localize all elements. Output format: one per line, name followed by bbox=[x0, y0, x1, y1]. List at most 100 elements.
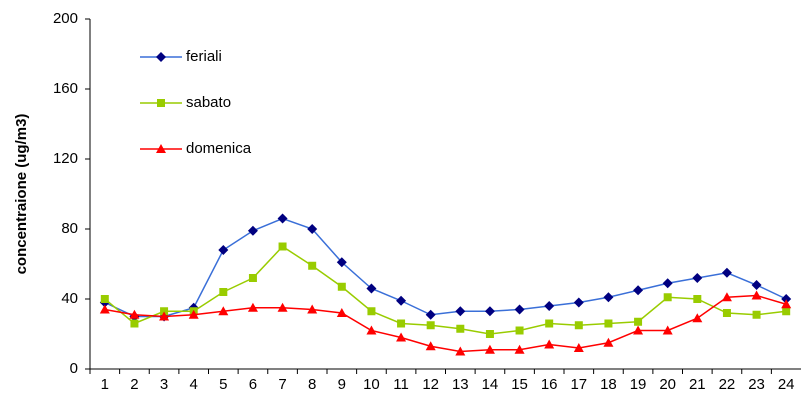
marker bbox=[662, 325, 673, 335]
marker bbox=[603, 337, 614, 347]
marker bbox=[455, 306, 466, 317]
x-tick-label: 10 bbox=[363, 376, 380, 393]
marker bbox=[573, 343, 584, 352]
marker bbox=[308, 261, 317, 270]
legend-label: domenica bbox=[186, 140, 252, 157]
marker bbox=[514, 344, 525, 354]
marker bbox=[781, 299, 792, 309]
marker bbox=[425, 309, 436, 320]
legend-marker bbox=[156, 52, 166, 62]
x-tick-label: 17 bbox=[570, 376, 587, 393]
x-tick-label: 5 bbox=[219, 376, 227, 393]
marker bbox=[336, 257, 347, 268]
marker bbox=[99, 304, 110, 314]
x-tick-label: 12 bbox=[422, 376, 439, 393]
marker bbox=[544, 301, 555, 311]
marker bbox=[130, 319, 139, 328]
x-tick-label: 4 bbox=[190, 376, 198, 393]
marker bbox=[277, 302, 288, 312]
x-tick-label: 16 bbox=[541, 376, 558, 393]
x-tick-label: 20 bbox=[659, 376, 676, 393]
marker bbox=[396, 332, 407, 342]
marker bbox=[604, 319, 613, 328]
marker bbox=[692, 273, 703, 283]
marker bbox=[692, 313, 703, 323]
marker bbox=[159, 311, 170, 321]
marker bbox=[515, 326, 524, 335]
x-tick-label: 2 bbox=[130, 376, 138, 393]
marker bbox=[455, 346, 466, 356]
marker bbox=[248, 274, 257, 282]
marker bbox=[100, 295, 109, 303]
legend-label: sabato bbox=[186, 94, 231, 111]
marker bbox=[574, 321, 583, 330]
marker bbox=[752, 310, 761, 319]
marker bbox=[160, 307, 169, 316]
marker bbox=[633, 325, 644, 335]
marker bbox=[336, 308, 347, 317]
x-tick-label: 23 bbox=[748, 376, 765, 393]
marker bbox=[218, 245, 229, 255]
series-line bbox=[104, 245, 787, 335]
marker bbox=[721, 292, 732, 302]
x-tick-label: 1 bbox=[101, 376, 109, 393]
marker bbox=[633, 285, 644, 296]
x-tick-label: 21 bbox=[689, 376, 706, 393]
marker bbox=[247, 302, 258, 312]
legend-label: feriali bbox=[186, 48, 222, 65]
x-tick-label: 6 bbox=[249, 376, 257, 393]
marker bbox=[751, 290, 762, 300]
marker bbox=[514, 304, 525, 315]
marker bbox=[781, 294, 792, 304]
marker bbox=[545, 319, 554, 328]
marker bbox=[307, 304, 318, 314]
y-tick-label: 0 bbox=[70, 360, 78, 377]
x-tick-label: 9 bbox=[338, 376, 346, 393]
x-tick-label: 13 bbox=[452, 376, 469, 393]
marker bbox=[366, 325, 377, 335]
x-tick-label: 22 bbox=[719, 376, 736, 393]
marker bbox=[278, 242, 287, 251]
marker bbox=[307, 224, 318, 234]
marker bbox=[603, 292, 614, 303]
marker bbox=[366, 283, 377, 294]
marker bbox=[484, 344, 495, 354]
x-tick-label: 14 bbox=[482, 376, 499, 393]
marker bbox=[188, 309, 199, 319]
marker bbox=[721, 267, 732, 278]
x-tick-label: 8 bbox=[308, 376, 316, 393]
marker bbox=[218, 306, 229, 316]
marker bbox=[337, 282, 346, 291]
x-tick-label: 11 bbox=[393, 376, 409, 393]
x-tick-label: 24 bbox=[778, 376, 795, 393]
y-tick-label: 80 bbox=[61, 220, 78, 237]
marker bbox=[693, 295, 702, 303]
marker bbox=[397, 319, 406, 328]
x-tick-label: 3 bbox=[160, 376, 168, 393]
y-tick-label: 120 bbox=[53, 150, 78, 167]
marker bbox=[396, 295, 407, 306]
marker bbox=[663, 293, 672, 302]
legend-marker bbox=[156, 144, 166, 153]
marker bbox=[247, 225, 258, 236]
marker bbox=[722, 309, 731, 317]
marker bbox=[456, 324, 465, 333]
marker bbox=[662, 278, 673, 289]
marker bbox=[367, 307, 376, 316]
legend-marker bbox=[157, 99, 165, 107]
y-tick-label: 160 bbox=[53, 80, 78, 97]
x-tick-label: 15 bbox=[511, 376, 528, 393]
marker bbox=[782, 307, 791, 316]
marker bbox=[634, 317, 643, 326]
marker bbox=[426, 321, 435, 330]
marker bbox=[129, 309, 140, 319]
marker bbox=[573, 297, 584, 308]
x-tick-label: 7 bbox=[278, 376, 286, 393]
y-tick-label: 40 bbox=[61, 290, 78, 307]
marker bbox=[277, 213, 288, 224]
marker bbox=[485, 330, 494, 338]
series-line bbox=[104, 294, 787, 353]
series-line bbox=[104, 217, 787, 318]
marker bbox=[484, 306, 495, 317]
y-tick-label: 200 bbox=[53, 10, 78, 27]
